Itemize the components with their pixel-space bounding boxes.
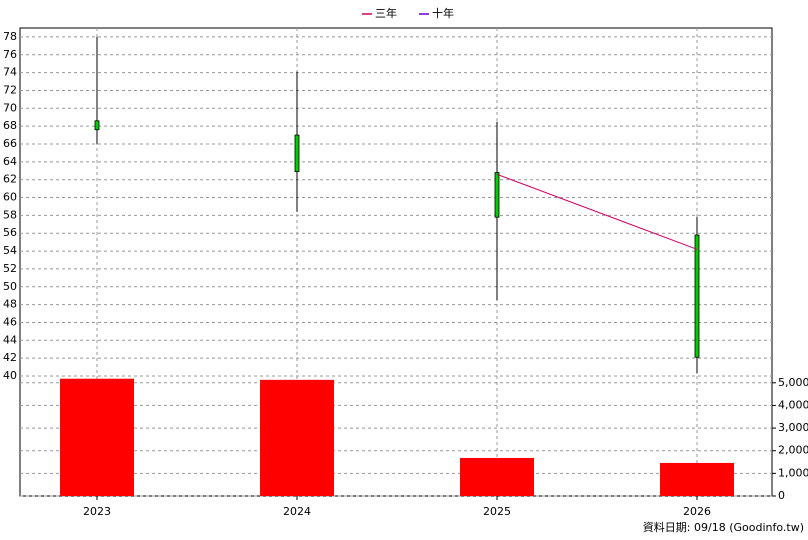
candle-body bbox=[294, 134, 300, 173]
y-tick-label: 54 bbox=[3, 244, 17, 257]
y-tick-label: 74 bbox=[3, 66, 17, 79]
volume-bar bbox=[260, 379, 334, 496]
y2-tick-label: 5,000 bbox=[778, 376, 808, 389]
x-tick-label: 2026 bbox=[683, 505, 711, 518]
y2-tick-label: 0 bbox=[778, 489, 785, 502]
x-tick-label: 2023 bbox=[83, 505, 111, 518]
line-series bbox=[496, 173, 698, 250]
y-tick-label: 56 bbox=[3, 226, 17, 239]
volume-bar bbox=[60, 378, 134, 496]
legend-label: 三年 bbox=[375, 6, 397, 20]
y-tick-label: 78 bbox=[3, 30, 17, 43]
y-tick-label: 60 bbox=[3, 191, 17, 204]
y-tick-label: 40 bbox=[3, 369, 17, 382]
y-tick-label: 46 bbox=[3, 315, 17, 328]
y2-tick-label: 2,000 bbox=[778, 444, 808, 457]
plot-frame bbox=[19, 27, 773, 497]
y-tick-label: 72 bbox=[3, 83, 17, 96]
y-tick-label: 48 bbox=[3, 298, 17, 311]
y2-tick-label: 1,000 bbox=[778, 466, 808, 479]
volume-bar bbox=[660, 462, 734, 496]
y-tick-label: 64 bbox=[3, 155, 17, 168]
x-tick-label: 2025 bbox=[483, 505, 511, 518]
legend-label: 十年 bbox=[432, 6, 454, 20]
y-tick-label: 62 bbox=[3, 173, 17, 186]
y-tick-label: 44 bbox=[3, 333, 17, 346]
y-tick-label: 66 bbox=[3, 137, 17, 150]
candle-body bbox=[694, 234, 700, 358]
y-tick-label: 68 bbox=[3, 119, 17, 132]
candle-body bbox=[94, 120, 100, 131]
y-tick-label: 70 bbox=[3, 101, 17, 114]
y-tick-label: 52 bbox=[3, 262, 17, 275]
y-tick-label: 42 bbox=[3, 351, 17, 364]
y2-tick-label: 3,000 bbox=[778, 421, 808, 434]
y-tick-label: 76 bbox=[3, 48, 17, 61]
candle-body bbox=[494, 172, 500, 218]
footnote: 資料日期: 09/18 (Goodinfo.tw) bbox=[643, 520, 804, 534]
y-tick-label: 50 bbox=[3, 280, 17, 293]
x-tick-label: 2024 bbox=[283, 505, 311, 518]
y-tick-label: 58 bbox=[3, 208, 17, 221]
y2-tick-label: 4,000 bbox=[778, 398, 808, 411]
volume-bar bbox=[460, 457, 534, 496]
